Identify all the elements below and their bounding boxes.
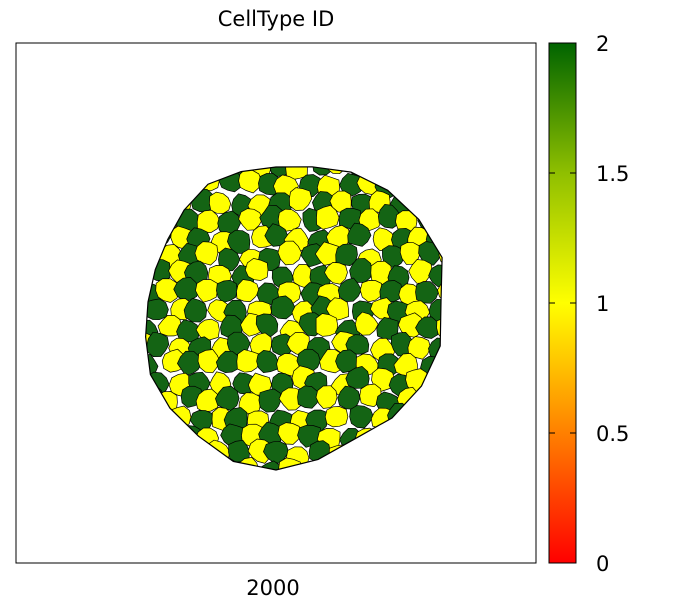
cell (196, 209, 221, 234)
colorbar-tick-label: 0 (596, 552, 609, 576)
cell (277, 422, 303, 445)
cell (347, 222, 372, 247)
cell (428, 264, 443, 287)
cell (215, 350, 242, 374)
cell (337, 277, 362, 302)
cell (315, 385, 338, 409)
cell (195, 279, 218, 303)
cell (277, 240, 302, 266)
cell (324, 262, 348, 285)
cell (218, 247, 241, 272)
cell (183, 297, 208, 323)
cell (197, 349, 221, 374)
cell (324, 406, 349, 428)
cell (145, 298, 169, 321)
cell (354, 311, 379, 336)
cell (335, 243, 358, 267)
cell (379, 280, 403, 303)
cell (300, 243, 324, 268)
cell (255, 313, 279, 337)
cell (415, 281, 439, 304)
cell (216, 279, 238, 303)
cell (289, 187, 313, 211)
cell (297, 385, 322, 409)
chart-title: CellType ID (218, 7, 335, 31)
cell (238, 168, 263, 194)
cell (236, 349, 260, 373)
colorbar-tick-label: 1.5 (596, 162, 629, 186)
cell (325, 297, 349, 321)
cell (194, 241, 219, 266)
cell (270, 295, 296, 320)
colorbar-tick-label: 1 (596, 292, 609, 316)
tissue-outline (144, 166, 443, 471)
cell (339, 173, 365, 198)
cell (407, 336, 431, 360)
cell (415, 316, 439, 339)
cell (359, 280, 383, 303)
cell (408, 259, 433, 284)
colorbar-ticks: 0 0.5 1 1.5 2 (549, 32, 629, 576)
cell (258, 388, 282, 413)
x-axis-label: 2000 (246, 576, 299, 600)
cell (195, 318, 220, 342)
cell (176, 350, 202, 377)
cell (244, 258, 269, 281)
colorbar-tick-label: 0.5 (596, 422, 629, 446)
cell (278, 387, 304, 411)
cell (438, 242, 443, 268)
cell (359, 383, 382, 407)
cell (256, 350, 279, 373)
cell (437, 277, 443, 302)
cell (316, 205, 340, 230)
cell (315, 313, 339, 337)
cell (349, 405, 374, 429)
colorbar-tick-label: 2 (596, 32, 609, 56)
cell (258, 460, 283, 471)
cell (349, 258, 373, 283)
cell (345, 334, 370, 355)
cell (155, 278, 180, 303)
cell (236, 279, 260, 303)
cell (285, 166, 308, 180)
cell (157, 315, 182, 337)
cell (195, 388, 221, 413)
